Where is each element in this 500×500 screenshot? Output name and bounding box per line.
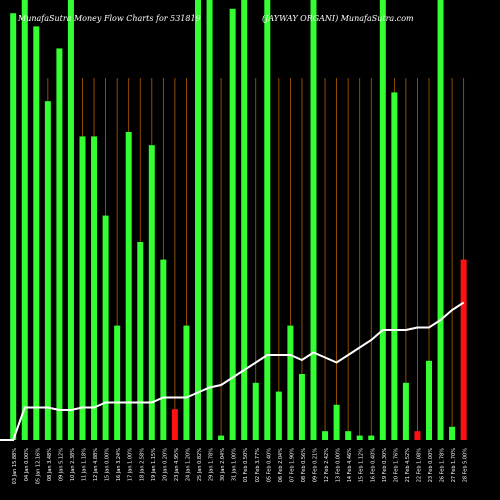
money-flow-bar — [402, 382, 409, 440]
money-flow-bar — [391, 92, 398, 441]
money-flow-bar — [379, 0, 386, 440]
money-flow-bar — [10, 13, 17, 440]
money-flow-bar — [160, 259, 167, 440]
money-flow-bar — [460, 259, 467, 440]
money-flow-bar — [437, 0, 444, 440]
x-tick-label: 12 Jan 4.88% — [93, 448, 99, 481]
money-flow-bar — [333, 404, 340, 440]
x-tick-label: 15 Jan 0.00% — [105, 448, 111, 481]
x-tick-label: 15 Feb 1.12% — [359, 448, 365, 483]
money-flow-bar — [298, 374, 305, 440]
money-flow-bar — [137, 242, 144, 440]
chart-title: MunafaSutra Money Flow Charts for 531819 — [18, 14, 201, 23]
money-flow-bar — [67, 0, 74, 440]
x-tick-label: 26 Feb 1.78% — [440, 448, 446, 483]
money-flow-bar — [33, 26, 40, 441]
x-tick-label: 20 Feb 1.76% — [393, 448, 399, 483]
x-tick-label: 19 Jan 1.15% — [151, 448, 157, 481]
x-tick-label: 10 Jan 2.38% — [70, 448, 76, 481]
money-flow-bar — [206, 0, 213, 440]
money-flow-bar — [183, 325, 190, 440]
money-flow-bar — [426, 360, 432, 440]
money-flow-bar — [229, 8, 236, 441]
money-flow-bar — [368, 435, 375, 440]
x-tick-label: 09 Jan 5.12% — [58, 448, 64, 481]
money-flow-bar — [287, 325, 294, 440]
money-flow-bar — [125, 132, 132, 440]
x-tick-label: 11 Jan 1.18% — [82, 448, 88, 481]
money-flow-bars — [10, 0, 467, 441]
x-tick-label: 19 Feb 0.30% — [382, 448, 388, 483]
money-flow-bar — [91, 136, 98, 440]
money-flow-bar — [252, 382, 259, 440]
x-tick-label: 03 Jan 15.88% — [12, 448, 18, 485]
x-tick-label: 13 Feb 0.00% — [336, 448, 342, 483]
x-tick-label: 23 Jan 4.95% — [174, 448, 180, 481]
x-tick-label: 02 Feb 3.77% — [255, 448, 261, 483]
money-flow-bar — [449, 426, 456, 440]
x-tick-label: 16 Jan 3.24% — [116, 448, 122, 481]
money-flow-bar — [356, 435, 363, 440]
x-tick-label: 18 Jan 2.58% — [139, 448, 145, 481]
x-tick-label: 23 Feb 0.00% — [428, 448, 434, 483]
money-flow-bar — [310, 0, 317, 440]
x-tick-label: 16 Feb 0.40% — [370, 448, 376, 483]
x-tick-label: 01 Feb 0.50% — [243, 448, 249, 483]
x-tick-label: 06 Feb 2.04% — [278, 448, 284, 483]
x-tick-label: 12 Feb 2.42% — [324, 448, 330, 483]
x-tick-label: 05 Feb 0.40% — [266, 448, 272, 483]
money-flow-bar — [195, 0, 201, 440]
money-flow-bar — [21, 0, 28, 440]
x-tick-label: 05 Jan 12.16% — [35, 448, 41, 485]
x-tick-label: 07 Feb 1.90% — [289, 448, 295, 483]
money-flow-bar — [275, 391, 282, 440]
x-tick-label: 17 Jan 1.00% — [128, 448, 134, 481]
x-tick-label: 27 Feb 1.70% — [451, 448, 457, 483]
x-tick-label: 08 Feb 0.56% — [301, 448, 307, 483]
money-flow-bar — [102, 215, 109, 440]
cumulative-flow-line — [0, 301, 465, 441]
money-flow-bar — [264, 0, 271, 440]
x-tick-label: 04 Jan 0.00% — [24, 448, 30, 481]
chart-subtitle: (JAYWAY ORGANI) MunafaSutra.com — [262, 14, 414, 23]
money-flow-bar — [44, 101, 51, 440]
money-flow-bar — [171, 409, 178, 440]
x-tick-label: 21 Feb 4.52% — [405, 448, 411, 483]
x-tick-label: 30 Jan 2.04% — [220, 448, 226, 481]
money-flow-bar — [241, 0, 248, 440]
money-flow-bar — [56, 48, 63, 441]
money-flow-bar — [79, 136, 86, 440]
money-flow-bar — [322, 431, 329, 440]
x-tick-label: 20 Jan 0.20% — [162, 448, 168, 481]
x-tick-label: 28 Feb 5.00% — [463, 448, 469, 483]
money-flow-bar — [345, 431, 352, 440]
money-flow-bar — [114, 325, 121, 440]
money-flow-bar — [218, 435, 225, 440]
x-tick-label: 14 Feb 4.46% — [347, 448, 353, 483]
x-tick-label: 24 Jan 1.20% — [185, 448, 191, 481]
x-tick-label: 09 Feb 0.21% — [313, 448, 319, 483]
x-tick-label: 08 Jan 3.48% — [47, 448, 53, 481]
money-flow-bar — [148, 145, 155, 440]
x-tick-label: 22 Feb 1.08% — [416, 448, 422, 483]
x-tick-label: 29 Jan 1.78% — [209, 448, 215, 481]
x-axis-labels: 03 Jan 15.88% 04 Jan 0.00% 05 Jan 12.16% 08… — [12, 448, 468, 485]
money-flow-bar — [414, 431, 421, 440]
x-tick-label: 25 Jan 0.82% — [197, 448, 203, 481]
x-tick-label: 31 Jan 1.00% — [232, 448, 238, 481]
